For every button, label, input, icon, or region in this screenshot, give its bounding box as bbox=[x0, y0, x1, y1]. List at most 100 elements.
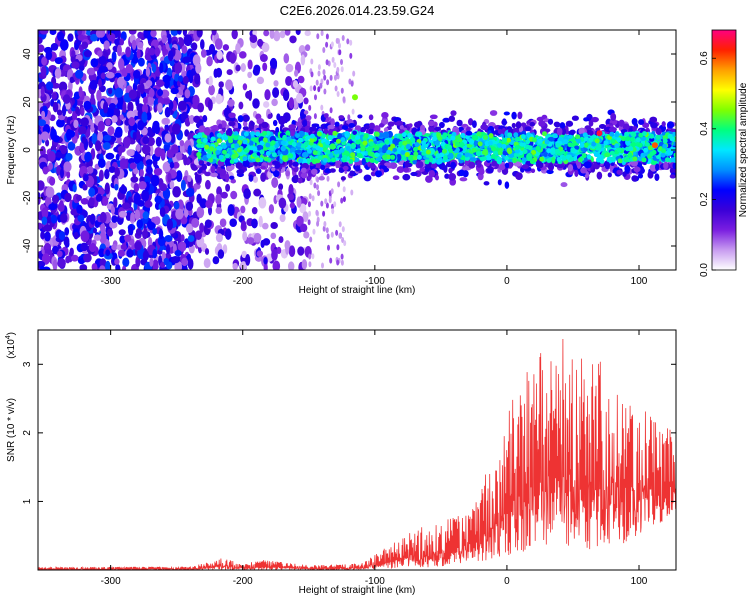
heatmap-cell bbox=[40, 131, 50, 141]
heatmap-cell bbox=[442, 155, 448, 161]
heatmap-cell bbox=[58, 231, 66, 241]
heatmap-cell bbox=[161, 98, 171, 105]
heatmap-cell bbox=[252, 152, 257, 158]
heatmap-cell bbox=[78, 86, 83, 98]
heatmap-cell bbox=[628, 146, 634, 152]
heatmap-cell bbox=[336, 259, 340, 266]
heatmap-cell bbox=[333, 201, 337, 208]
heatmap-cell bbox=[87, 166, 94, 174]
heatmap-cell bbox=[647, 170, 654, 179]
heatmap-cell bbox=[309, 179, 313, 186]
heatmap-cell bbox=[170, 132, 176, 144]
heatmap-cell bbox=[149, 257, 154, 267]
heatmap-cell bbox=[229, 52, 237, 64]
heatmap-cell bbox=[287, 261, 295, 270]
heatmap-cell bbox=[154, 146, 163, 158]
heatmap-cell bbox=[547, 163, 555, 171]
heatmap-cell bbox=[220, 191, 228, 199]
heatmap-cell bbox=[176, 30, 182, 35]
heatmap-cell bbox=[501, 143, 507, 149]
heatmap-cell bbox=[243, 131, 249, 137]
heatmap-cell bbox=[341, 237, 345, 243]
heatmap-cell bbox=[355, 135, 361, 141]
heatmap-cell bbox=[171, 123, 181, 135]
heatmap-cell bbox=[175, 170, 183, 182]
heatmap-cell bbox=[215, 207, 223, 214]
heatmap-cell bbox=[253, 232, 262, 243]
heatmap-cell bbox=[296, 142, 302, 148]
heatmap-cell bbox=[262, 137, 268, 143]
heatmap-cell bbox=[588, 137, 594, 143]
heatmap-cell bbox=[404, 152, 410, 157]
heatmap-cell bbox=[546, 148, 552, 154]
heatmap-cell bbox=[122, 257, 130, 267]
heatmap-cell bbox=[598, 154, 604, 160]
heatmap-cell bbox=[242, 231, 248, 242]
heatmap-cell bbox=[497, 129, 503, 135]
heatmap-cell bbox=[340, 137, 346, 143]
heatmap-cell bbox=[162, 118, 170, 125]
heatmap-cell bbox=[333, 62, 337, 68]
heatmap-cell bbox=[90, 58, 99, 68]
heatmap-cell bbox=[479, 156, 487, 161]
heatmap-cell bbox=[255, 168, 262, 174]
heatmap-cell bbox=[547, 118, 554, 125]
heatmap-cell bbox=[325, 59, 329, 66]
heatmap-cell bbox=[335, 37, 339, 44]
heatmap-cell bbox=[141, 144, 151, 155]
heatmap-cell bbox=[117, 76, 125, 87]
heatmap-cell bbox=[170, 30, 179, 36]
heatmap-cell bbox=[287, 193, 295, 201]
heatmap-cell bbox=[54, 57, 63, 65]
heatmap-cell bbox=[419, 167, 425, 172]
heatmap-cell bbox=[117, 145, 126, 153]
heatmap-cell bbox=[206, 55, 213, 67]
heatmap-cell bbox=[334, 121, 340, 127]
heatmap-cell bbox=[302, 211, 309, 223]
heatmap-cell bbox=[131, 39, 137, 50]
heatmap-cell bbox=[349, 39, 353, 46]
snr-frame bbox=[37, 329, 677, 571]
heatmap-cell bbox=[386, 149, 392, 155]
heatmap-cell bbox=[124, 234, 132, 242]
heatmap-cell bbox=[62, 94, 71, 104]
heatmap-cell bbox=[360, 146, 366, 152]
heatmap-cell bbox=[139, 169, 144, 177]
heatmap-cell bbox=[567, 134, 573, 139]
heatmap-cell bbox=[480, 124, 489, 131]
heatmap-cell bbox=[241, 250, 247, 259]
heatmap-cell bbox=[142, 96, 148, 105]
heatmap-cell bbox=[498, 164, 506, 171]
heatmap-cell bbox=[338, 232, 342, 239]
heatmap-cell bbox=[234, 143, 240, 149]
heatmap-cell bbox=[442, 117, 451, 123]
heatmap-cell bbox=[326, 233, 330, 240]
heatmap-cell bbox=[71, 50, 76, 57]
heatmap-cell bbox=[224, 228, 232, 240]
heatmap-cell bbox=[81, 136, 87, 144]
heatmap-cell bbox=[368, 114, 374, 121]
heatmap-cell bbox=[340, 259, 344, 266]
heatmap-cell bbox=[106, 228, 114, 237]
heatmap-cell bbox=[325, 140, 331, 145]
heatmap-cell bbox=[100, 223, 106, 234]
heatmap-cell bbox=[413, 146, 418, 152]
heatmap-cell bbox=[78, 125, 87, 135]
heatmap-cell bbox=[114, 258, 120, 265]
heatmap-cell bbox=[374, 131, 380, 137]
heatmap-cell bbox=[76, 194, 82, 202]
heatmap-cell bbox=[609, 126, 617, 132]
heatmap-cell bbox=[342, 196, 346, 203]
heatmap-cell bbox=[38, 119, 47, 127]
heatmap-cell bbox=[541, 143, 547, 149]
heatmap-cell bbox=[471, 135, 477, 141]
heatmap-cell bbox=[258, 197, 267, 209]
heatmap-cell bbox=[441, 165, 448, 171]
heatmap-cell bbox=[233, 135, 239, 141]
heatmap-cell bbox=[46, 216, 52, 224]
heatmap-cell bbox=[264, 89, 271, 101]
heatmap-cell bbox=[293, 174, 299, 181]
heatmap-cell bbox=[673, 152, 676, 158]
heatmap-cell bbox=[586, 154, 592, 160]
